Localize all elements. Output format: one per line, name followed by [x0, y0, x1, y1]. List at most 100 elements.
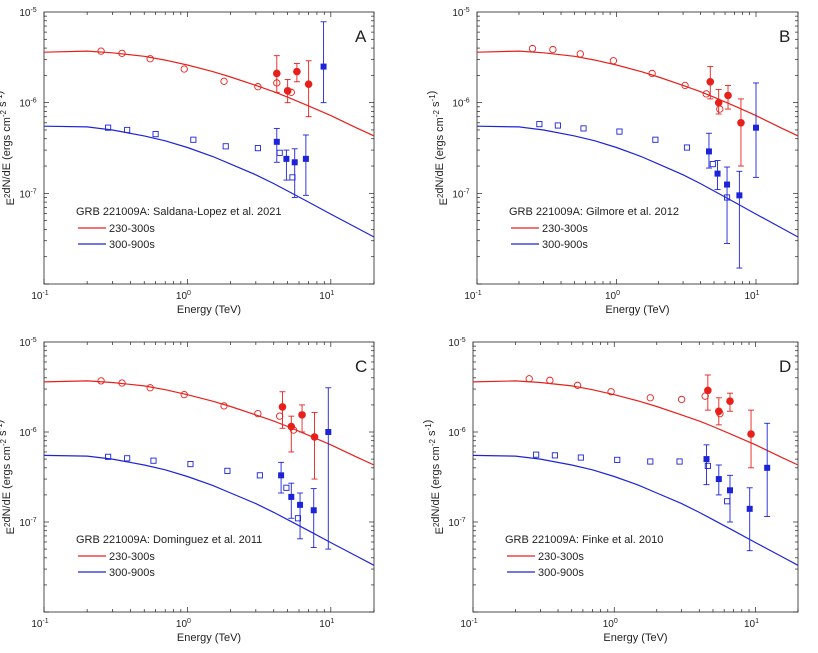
observed-point	[715, 407, 723, 416]
panel-letter: C	[355, 357, 367, 376]
intrinsic-point	[97, 377, 105, 385]
intrinsic-point	[220, 402, 228, 410]
intrinsic-point	[222, 143, 229, 150]
x-tick-label: 100	[176, 618, 191, 630]
x-axis-label: Energy (TeV)	[603, 632, 667, 644]
legend-label: 230-300s	[109, 223, 155, 235]
intrinsic-point	[187, 461, 194, 468]
panel-a: 10-1 100 101 10-5 10-6 10-7 Energy (TeV) E2dN/d…	[0, 7, 375, 316]
y-axis-label: E2dN/dE (ergs cm-2 s-1)	[422, 420, 446, 535]
y-tick-label: 10-5	[448, 337, 465, 349]
observed-point	[724, 181, 731, 188]
intrinsic-point	[648, 69, 656, 78]
y-axis-label: E2dN/dE (ergs cm-2 s-1)	[426, 91, 450, 206]
legend-title: GRB 221009A: Saldana-Lopez et al. 2021	[76, 206, 281, 218]
intrinsic-point	[97, 47, 105, 55]
panel-d: 10-1 100 101 10-5 10-6 10-7 Energy (TeV) E2dN/d…	[422, 337, 799, 644]
intrinsic-point	[254, 409, 262, 418]
series-230-300s	[477, 44, 798, 167]
legend-label: 300-900s	[109, 239, 155, 251]
observed-point	[715, 476, 722, 483]
y-tick-label: 10-6	[452, 98, 469, 110]
plot-frame	[472, 341, 799, 613]
intrinsic-point	[709, 161, 716, 168]
observed-point	[302, 155, 309, 162]
x-tick-label: 100	[176, 290, 191, 302]
intrinsic-point	[294, 515, 302, 522]
observed-point	[703, 456, 710, 463]
model-curve	[473, 454, 798, 566]
intrinsic-point	[677, 395, 686, 404]
series-300-900s	[44, 387, 374, 566]
panel-letter: D	[779, 357, 791, 376]
intrinsic-point	[546, 376, 554, 384]
y-axis-label: E2dN/dE (ergs cm-2 s-1)	[0, 420, 17, 535]
model-curve	[44, 380, 374, 466]
intrinsic-point	[549, 45, 557, 54]
model-curve	[477, 50, 798, 137]
x-tick-label: 10-1	[464, 290, 481, 302]
intrinsic-point	[283, 484, 290, 491]
x-tick-label: 10-1	[31, 618, 48, 630]
intrinsic-point	[616, 128, 623, 135]
intrinsic-point	[150, 457, 157, 464]
legend: GRB 221009A: Gilmore et al. 2012 230-300s…	[509, 206, 679, 251]
intrinsic-point	[716, 105, 724, 113]
intrinsic-point	[146, 55, 154, 63]
intrinsic-point	[118, 379, 126, 387]
series-230-300s	[44, 47, 374, 137]
legend: GRB 221009A: Dominguez et al. 2011 230-30…	[76, 534, 262, 579]
legend-label: 230-300s	[538, 551, 584, 563]
y-tick-label: 10-6	[19, 427, 36, 439]
intrinsic-point	[533, 451, 540, 458]
legend-label: 230-300s	[542, 223, 588, 235]
observed-point	[310, 433, 319, 441]
x-tick-label: 101	[744, 290, 759, 302]
intrinsic-point	[609, 57, 618, 65]
intrinsic-point	[573, 381, 582, 389]
intrinsic-point	[146, 384, 154, 392]
intrinsic-point	[551, 452, 558, 459]
observed-point	[325, 429, 332, 435]
observed-point	[293, 67, 301, 76]
observed-point	[705, 148, 712, 155]
intrinsic-point	[180, 391, 188, 399]
intrinsic-point	[525, 375, 533, 383]
observed-point	[287, 422, 296, 431]
intrinsic-point	[254, 83, 262, 91]
legend-label: 300-900s	[109, 567, 155, 579]
observed-point	[304, 80, 313, 88]
series-300-900s	[473, 422, 798, 566]
series-230-300s	[473, 374, 798, 469]
observed-point	[288, 493, 295, 500]
intrinsic-point	[683, 144, 691, 151]
intrinsic-point	[256, 472, 263, 479]
x-tick-label: 101	[319, 290, 334, 302]
model-curve	[477, 125, 798, 238]
observed-point	[273, 138, 280, 145]
observed-point	[714, 98, 723, 107]
observed-point	[726, 397, 734, 405]
observed-point	[278, 472, 285, 479]
observed-point	[283, 87, 292, 95]
panel-c: 10-1 100 101 10-5 10-6 10-7 Energy (TeV) E2dN/d…	[0, 337, 375, 644]
observed-point	[704, 386, 712, 395]
y-tick-label: 10-7	[452, 188, 469, 200]
model-curve	[44, 125, 374, 238]
legend-title: GRB 221009A: Gilmore et al. 2012	[509, 206, 679, 218]
plot-frame	[43, 341, 375, 613]
intrinsic-point	[124, 126, 131, 134]
legend-label: 300-900s	[538, 567, 584, 579]
x-tick-label: 100	[605, 290, 620, 302]
plot-frame	[476, 11, 799, 285]
intrinsic-point	[276, 149, 283, 156]
observed-point	[298, 411, 306, 419]
x-tick-label: 101	[744, 618, 759, 630]
x-tick-label: 100	[603, 618, 618, 630]
observed-point	[753, 124, 760, 131]
intrinsic-point	[577, 454, 584, 461]
y-tick-label: 10-5	[19, 337, 36, 349]
intrinsic-point	[681, 81, 689, 90]
observed-point	[283, 155, 290, 162]
intrinsic-point	[220, 77, 228, 85]
